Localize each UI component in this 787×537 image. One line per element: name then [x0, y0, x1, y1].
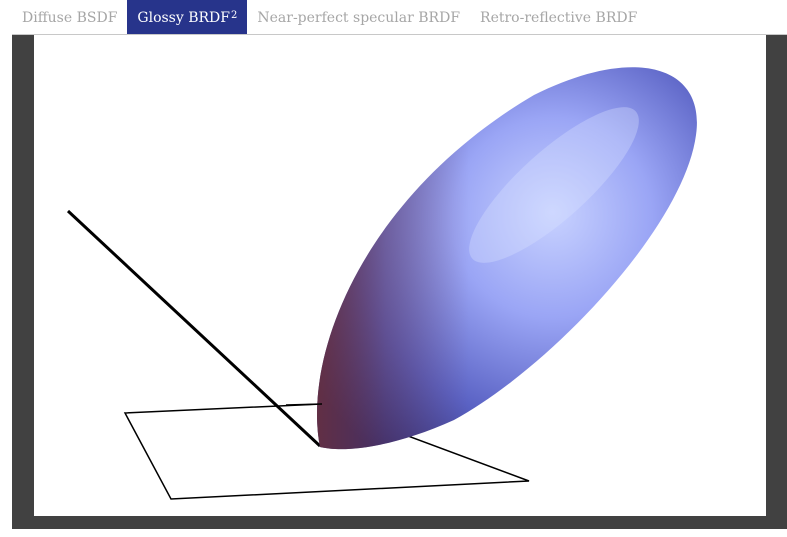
tab-label: Retro-reflective BRDF — [480, 9, 638, 26]
tab-label: Glossy BRDF — [137, 9, 230, 26]
tab-divider — [12, 34, 787, 35]
surface-plane — [123, 403, 530, 500]
tab-glossy-brdf[interactable]: Glossy BRDF 2 — [127, 0, 248, 35]
3d-viewport[interactable] — [34, 35, 766, 516]
tab-label: Near-perfect specular BRDF — [257, 9, 461, 26]
tab-diffuse-bsdf[interactable]: Diffuse BSDF — [12, 0, 127, 35]
surface-plane-front-edge — [285, 403, 323, 406]
viewer-frame — [12, 35, 787, 529]
brdf-visualization — [66, 67, 697, 500]
tab-retro-reflective-brdf[interactable]: Retro-reflective BRDF — [470, 0, 647, 35]
tab-superscript: 2 — [231, 10, 238, 21]
glossy-lobe — [317, 67, 697, 450]
incident-ray — [66, 209, 322, 448]
tab-near-perfect-specular-brdf[interactable]: Near-perfect specular BRDF — [247, 0, 470, 35]
tab-label: Diffuse BSDF — [22, 9, 118, 26]
tab-bar: Diffuse BSDF Glossy BRDF 2 Near-perfect s… — [12, 0, 787, 35]
